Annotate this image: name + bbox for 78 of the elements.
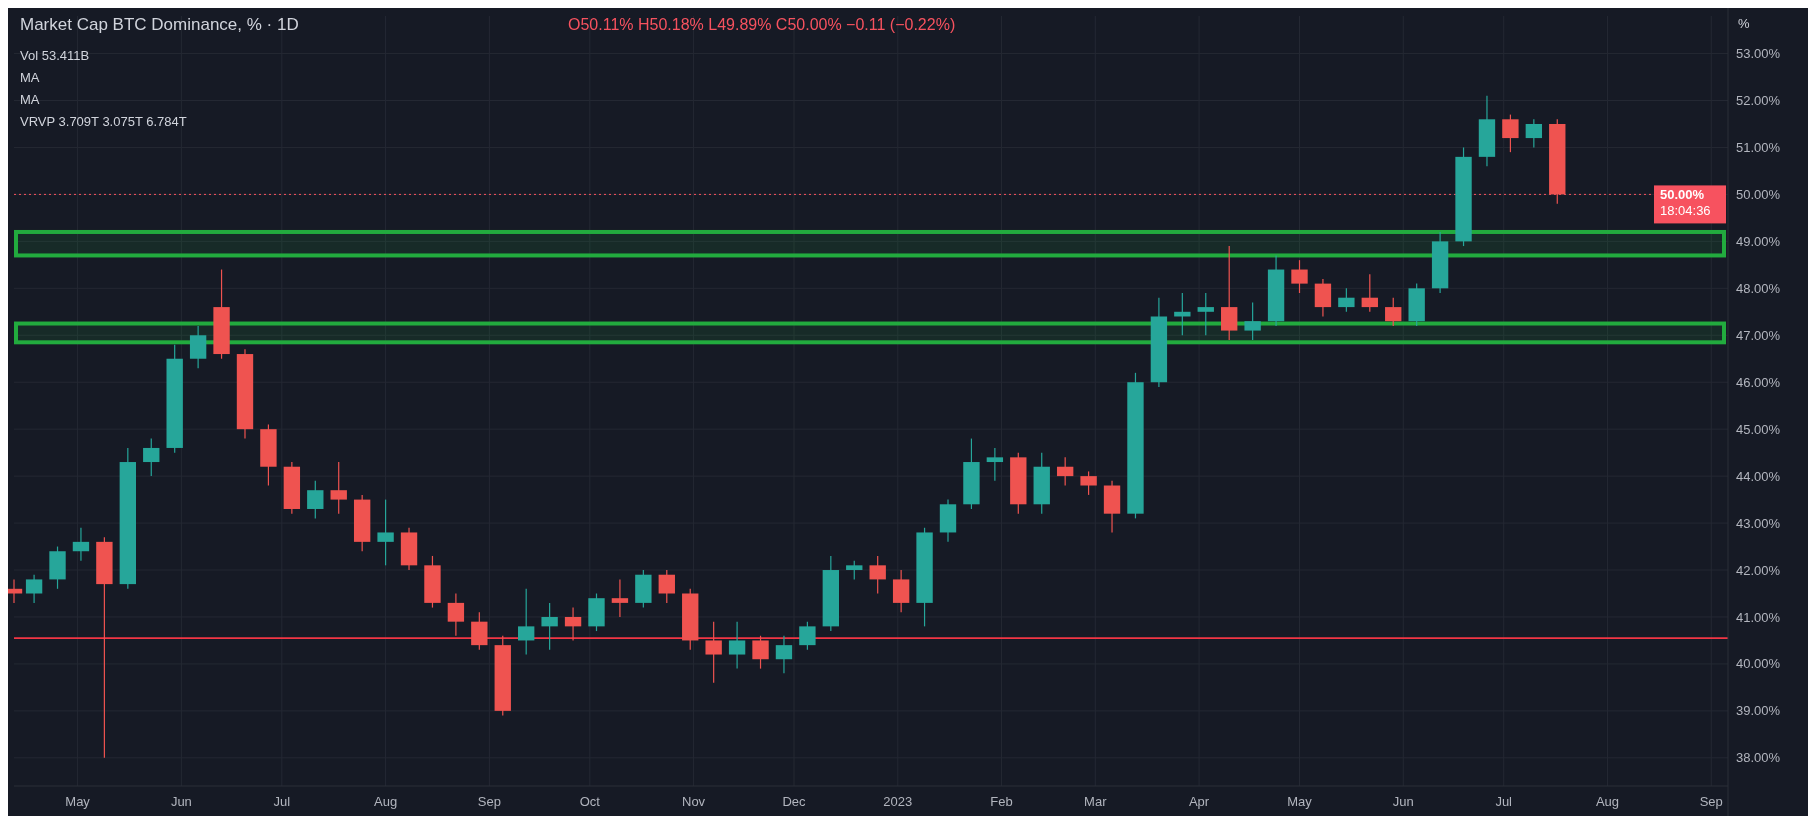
x-tick-label: Feb (990, 794, 1013, 809)
y-tick-label: 52.00% (1736, 93, 1781, 109)
x-tick-label: Dec (782, 794, 807, 809)
x-tick-label: Oct (579, 794, 601, 809)
candlestick (143, 437, 160, 477)
x-tick-label: Sep (477, 794, 501, 809)
x-tick-label: Jun (1392, 794, 1414, 809)
candlestick (518, 588, 535, 656)
y-tick-label: 44.00% (1736, 468, 1781, 484)
x-tick-label: Nov (682, 794, 706, 809)
candlestick (189, 325, 207, 369)
candlestick (1221, 245, 1238, 341)
candlestick (775, 635, 793, 674)
candlestick (728, 621, 746, 670)
candlestick (471, 611, 488, 651)
candlestick (1197, 292, 1214, 336)
y-tick-label: 48.00% (1736, 280, 1781, 296)
x-tick-label: Sep (1699, 794, 1723, 809)
candlestick (72, 527, 90, 562)
chart-title: Market Cap BTC Dominance, % · 1D (20, 15, 299, 34)
candlestick (1080, 470, 1097, 496)
x-tick-label: Jun (170, 794, 192, 809)
x-tick-label: Jul (273, 794, 291, 809)
y-tick-label: 49.00% (1736, 233, 1781, 249)
candlestick (1338, 287, 1355, 313)
x-tick-label: May (1287, 794, 1313, 809)
y-tick-label: 53.00% (1736, 46, 1781, 62)
candlestick (1244, 301, 1261, 341)
y-tick-label: 39.00% (1736, 703, 1781, 719)
candlestick (892, 569, 910, 613)
candlestick (330, 461, 347, 515)
candlestick (799, 621, 816, 651)
candlestick (658, 569, 675, 604)
candlestick (1056, 456, 1074, 487)
candlestick (307, 480, 324, 519)
y-tick-label: 45.00% (1736, 421, 1781, 437)
candlestick (541, 602, 558, 651)
candlestick (986, 447, 1004, 482)
y-tick-label: 41.00% (1736, 609, 1781, 625)
y-tick-label: 40.00% (1736, 656, 1781, 672)
y-tick-label: 42.00% (1736, 562, 1781, 578)
chart-subtitle: O50.11% H50.18% L49.89% C50.00% −0.11 (−0.22%) (568, 16, 956, 33)
candlestick (705, 621, 722, 684)
candlestick (8, 578, 23, 604)
y-tick-label: 38.00% (1736, 750, 1781, 766)
annotation: MA (20, 92, 40, 107)
candlestick (1525, 118, 1543, 149)
candlestick (377, 499, 394, 566)
candlestick (1502, 114, 1519, 153)
x-tick-label: May (65, 794, 91, 809)
candlestick (447, 592, 465, 637)
y-tick-label: 43.00% (1736, 515, 1781, 531)
y-tick-label: 50.00% (1736, 186, 1781, 202)
y-tick-label: 46.00% (1736, 374, 1781, 390)
candlestick (752, 635, 769, 670)
x-tick-label: Jul (1495, 794, 1513, 809)
annotation: VRVP 3.709T 3.075T 6.784T (20, 114, 187, 129)
candlestick (25, 574, 43, 604)
candlestick (1385, 297, 1402, 327)
ref-line-label: 50.00% (1660, 187, 1705, 203)
x-tick-label: Mar (1084, 794, 1108, 809)
candlestick (611, 578, 629, 618)
annotation: MA (20, 70, 40, 85)
annotation: Vol 53.411B (20, 48, 90, 63)
candlestick (869, 555, 886, 595)
y-axis-title: % (1738, 16, 1750, 31)
x-tick-label: Apr (1188, 794, 1210, 809)
x-tick-label: Aug (374, 794, 398, 809)
y-tick-label: 51.00% (1736, 140, 1781, 156)
candlestick (564, 606, 582, 642)
x-tick-label: 2023 (883, 794, 913, 809)
y-tick-label: 47.00% (1736, 327, 1781, 343)
candlestick (1314, 278, 1332, 318)
candlestick (1291, 259, 1308, 294)
candlestick (1361, 273, 1378, 313)
annotation: 18:04:36 (1660, 203, 1711, 219)
candlestick (846, 560, 863, 581)
x-tick-label: Aug (1595, 794, 1620, 809)
